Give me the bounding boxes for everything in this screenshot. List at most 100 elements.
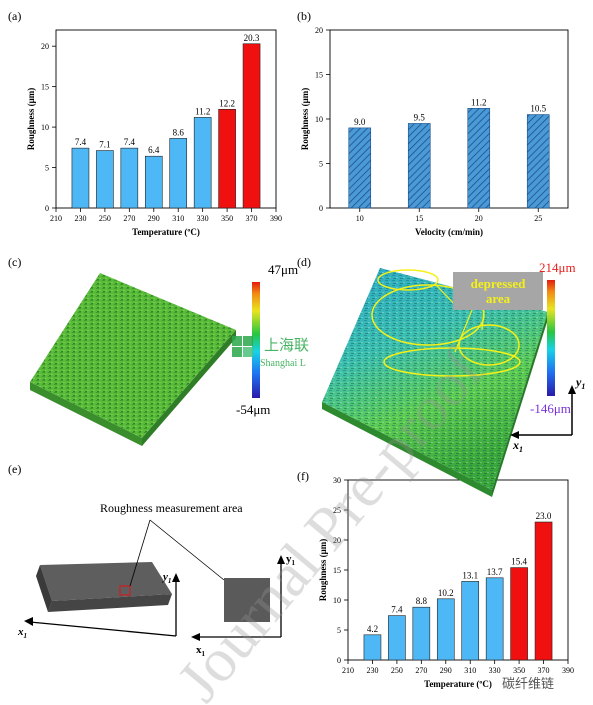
surface-c-top: [30, 273, 236, 438]
data-label-a: 7.1: [99, 140, 110, 150]
data-label-a: 7.4: [124, 137, 136, 147]
colorbar-c-max: 47μm: [268, 262, 298, 277]
depressed-region-4: [458, 324, 520, 366]
annotation-box: [453, 272, 543, 310]
bar-a: [193, 117, 212, 209]
x-tick-label-f: 330: [489, 666, 501, 675]
data-label-f: 8.8: [416, 596, 428, 606]
y-tick-label-a: 15: [41, 83, 49, 92]
panel-label-a: (a): [8, 9, 21, 23]
annotation-depressed: depressed area: [471, 276, 526, 306]
x-tick-label-f: 230: [366, 666, 378, 675]
chart-f: 0 5 10 15 20 25 30 210 230 250 270 290 310 330 350 370 3…: [318, 476, 574, 689]
bar-a: [169, 138, 188, 209]
x-tick-label-a: 230: [74, 214, 86, 223]
surface-c-right-edge: [142, 330, 236, 446]
x-tick-label-a: 330: [197, 214, 209, 223]
bar-a: [120, 147, 139, 209]
logo-sub: Shanghai L: [260, 358, 306, 369]
colorbar-d: [547, 280, 555, 396]
bar-a: [96, 150, 114, 209]
y-tick-label-a: 5: [45, 164, 49, 173]
chart-a: 0 5 10 15 20 210 230 250 270 290 310 330 350 370 390 7.…: [26, 29, 282, 237]
bar-f: [412, 606, 431, 661]
bar-f: [388, 615, 406, 661]
axis-y1-e-right-label: y1: [286, 553, 296, 567]
axis-x1-e-left: [29, 621, 177, 637]
y-tick-label-a: 10: [41, 123, 49, 132]
colorbar-d-max: 214μm: [539, 260, 576, 275]
data-label-a: 8.6: [173, 127, 185, 137]
callout-text: Roughness measurement area: [100, 501, 243, 515]
panel-label-d: (d): [297, 255, 311, 269]
x-tick-label-f: 250: [391, 666, 403, 675]
y-tick-label-f: 15: [333, 566, 341, 575]
bar-b: [467, 108, 491, 209]
data-label-f: 15.4: [511, 557, 527, 567]
y-tick-label-b: 15: [315, 71, 323, 80]
y-tick-label-f: 5: [337, 626, 341, 635]
x-axis-label-f: Temperature (ºC): [424, 679, 492, 689]
chart-b: 0 5 10 15 20 10 15 20 25 9.0 9.5 11.2 10.5 Velocity (…: [300, 26, 569, 237]
data-label-f: 10.2: [438, 588, 454, 598]
y-tick-label-f: 10: [333, 596, 341, 605]
data-label-b: 10.5: [530, 104, 546, 114]
y-tick-label-b: 0: [319, 204, 323, 213]
bar-f: [485, 577, 504, 661]
y-tick-label-f: 0: [337, 656, 341, 665]
data-label-f: 23.0: [536, 511, 552, 521]
x-axis-label-a: Temperature (ºC): [132, 227, 200, 237]
bar-f: [363, 634, 382, 661]
panel-label-f: (f): [297, 469, 309, 483]
x-tick-label-b: 25: [534, 214, 542, 223]
x-tick-label-f: 290: [440, 666, 452, 675]
axis-y1-d-label: y1: [574, 375, 585, 391]
x-tick-label-b: 15: [415, 214, 423, 223]
y-axis-label-a: Roughness (μm): [26, 88, 36, 150]
x-tick-label-a: 350: [221, 214, 233, 223]
depressed-region-3: [383, 347, 521, 377]
data-label-b: 9.0: [354, 117, 366, 127]
data-label-f: 4.2: [367, 624, 378, 634]
colorbar-c-min: -54μm: [236, 402, 270, 417]
panel-e: Roughness measurement area y1 x1 y1 x1: [17, 501, 296, 658]
panel-label-c: (c): [8, 255, 21, 269]
measurement-area-marker: [119, 585, 131, 596]
data-label-a: 20.3: [244, 33, 260, 43]
axis-y1-e-left-label: y1: [161, 571, 171, 585]
data-label-b: 11.2: [471, 97, 486, 107]
x-tick-label-f: 390: [562, 666, 574, 675]
data-label-a: 6.4: [148, 145, 160, 155]
colorbar-d-min: -146μm: [530, 401, 571, 416]
specimen-top: [40, 562, 172, 601]
x-tick-label-f: 310: [464, 666, 476, 675]
y-axis-label-b: Roughness (μm): [300, 88, 310, 150]
depressed-region-1: [377, 269, 439, 291]
x-tick-label-b: 20: [475, 214, 483, 223]
x-tick-label-a: 250: [99, 214, 111, 223]
data-label-f: 7.4: [391, 605, 403, 615]
bar-b: [526, 114, 550, 209]
panel-label-e: (e): [8, 462, 21, 476]
bar-b: [348, 127, 372, 209]
y-axis-label-f: Roughness (μm): [318, 539, 328, 601]
bar-f: [436, 598, 455, 661]
x-tick-label-f: 350: [513, 666, 525, 675]
x-tick-label-a: 270: [123, 214, 135, 223]
data-label-f: 13.1: [462, 570, 478, 580]
surface-d: depressed area 214μm -146μm y1 x1: [322, 260, 585, 497]
y-tick-label-f: 25: [333, 506, 341, 515]
data-label-b: 9.5: [414, 112, 426, 122]
data-label-a: 12.2: [219, 98, 235, 108]
x-tick-label-a: 370: [246, 214, 258, 223]
x-tick-label-a: 290: [148, 214, 160, 223]
bar-f: [534, 521, 553, 661]
bar-f: [510, 567, 528, 661]
y-tick-label-f: 20: [333, 536, 341, 545]
panel-label-b: (b): [297, 9, 311, 23]
y-tick-label-b: 20: [315, 26, 323, 35]
x-tick-label-a: 390: [270, 214, 282, 223]
x-tick-label-f: 370: [538, 666, 550, 675]
logo-overlay: 上海联 Shanghai L: [232, 336, 309, 369]
